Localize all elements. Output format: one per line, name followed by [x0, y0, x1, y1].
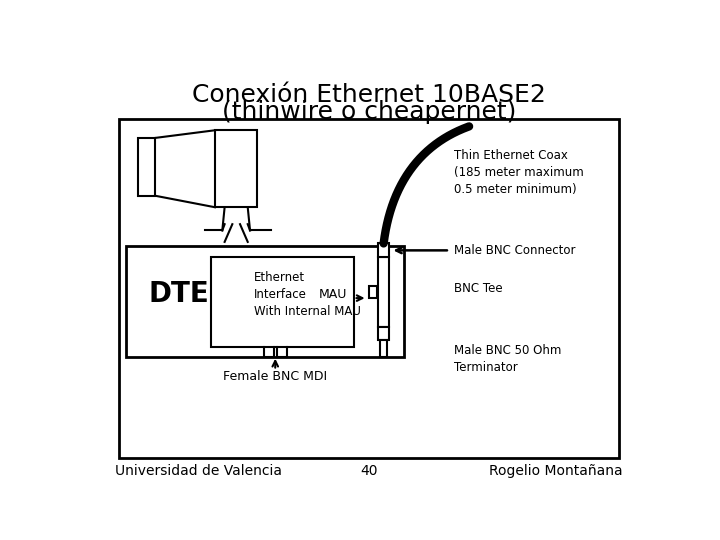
- Text: DTE: DTE: [148, 280, 209, 308]
- Text: Universidad de Valencia: Universidad de Valencia: [115, 464, 282, 478]
- Bar: [119, 119, 619, 457]
- Text: Female BNC MDI: Female BNC MDI: [223, 370, 328, 383]
- Text: Rogelio Montañana: Rogelio Montañana: [490, 464, 623, 478]
- Text: Conexión Ethernet 10BASE2: Conexión Ethernet 10BASE2: [192, 83, 546, 107]
- Text: Male BNC 50 Ohm
Terminator: Male BNC 50 Ohm Terminator: [454, 345, 561, 374]
- Text: 40: 40: [360, 464, 378, 478]
- Text: Male BNC Connector: Male BNC Connector: [454, 244, 575, 257]
- Bar: [138, 138, 155, 195]
- Bar: [379, 340, 387, 357]
- Text: MAU: MAU: [319, 288, 347, 301]
- Text: (thinwire o cheapernet): (thinwire o cheapernet): [222, 100, 516, 124]
- Bar: [127, 246, 404, 357]
- Bar: [211, 256, 354, 347]
- Bar: [378, 327, 389, 340]
- Bar: [378, 244, 389, 257]
- Text: Thin Ethernet Coax
(185 meter maximum
0.5 meter minimum): Thin Ethernet Coax (185 meter maximum 0.…: [454, 149, 583, 196]
- Bar: [378, 257, 389, 327]
- Text: Ethernet
Interface
With Internal MAU: Ethernet Interface With Internal MAU: [253, 271, 361, 318]
- Bar: [369, 286, 377, 298]
- Text: BNC Tee: BNC Tee: [454, 281, 503, 295]
